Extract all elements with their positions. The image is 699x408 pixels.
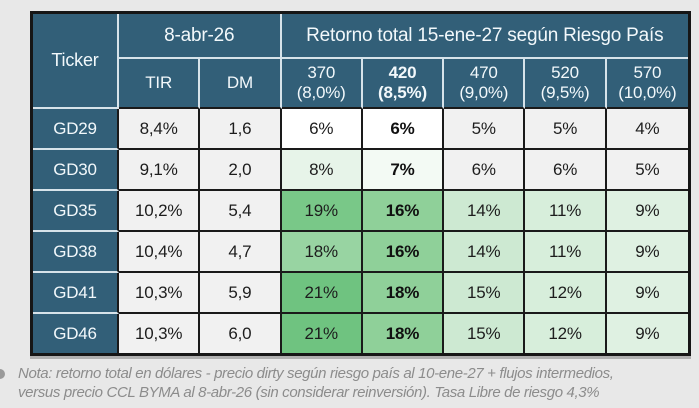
return-cell-GD46-520: 12% [525,314,607,353]
dm-cell-GD46: 6,0 [200,314,282,353]
return-cell-GD41-420: 18% [362,273,445,314]
ticker-cell-GD38: GD38 [33,232,119,273]
scenario-rate: (8,0%) [296,83,346,102]
ticker-cell-GD29: GD29 [33,109,119,150]
footnote-line-1: Nota: retorno total en dólares - precio … [18,365,614,382]
scenario-rate: (10,0%) [618,83,677,102]
table-row-GD29: GD29 8,4% 1,6 6% 6% 5% 5% 4% [33,109,688,150]
tir-cell-GD29: 8,4% [119,109,201,150]
return-cell-GD46-420: 18% [362,314,445,353]
return-cell-GD35-370: 19% [281,191,363,232]
return-cell-GD30-420: 7% [362,150,445,191]
return-cell-GD29-470: 5% [444,109,526,150]
scenario-rate: (8,5%) [378,83,427,102]
scenario-bp: 520 [551,63,579,83]
scenario-bp: 570 [633,63,662,83]
tir-cell-GD35: 10,2% [119,191,201,232]
dm-cell-GD35: 5,4 [200,191,282,232]
return-group-header: Retorno total 15-ene-27 según Riesgo Paí… [281,14,688,59]
return-cell-GD41-520: 12% [525,273,607,314]
scenario-rate: (9,0%) [459,83,509,102]
return-cell-GD29-420: 6% [362,109,445,150]
tir-cell-GD30: 9,1% [119,150,201,191]
ticker-column-header: Ticker [33,14,119,109]
return-cell-GD41-470: 15% [444,273,526,314]
ticker-cell-GD46: GD46 [33,314,119,353]
return-cell-GD29-370: 6% [281,109,363,150]
return-cell-GD35-570: 9% [606,191,688,232]
scenario-bp: 370 [307,63,336,83]
table-row-GD41: GD41 10,3% 5,9 21% 18% 15% 12% 9% [33,273,688,314]
return-cell-GD35-470: 14% [444,191,526,232]
return-cell-GD46-370: 21% [281,314,363,353]
scenario-header-420: 420 (8,5%) [362,59,445,109]
scenario-bp: 420 [388,63,417,83]
table-row-GD38: GD38 10,4% 4,7 18% 16% 14% 11% 9% [33,232,688,273]
returns-table: Ticker 8-abr-26 Retorno total 15-ene-27 … [30,11,691,356]
scenario-header-570: 570 (10,0%) [606,59,688,109]
tir-cell-GD38: 10,4% [119,232,201,273]
dm-cell-GD29: 1,6 [200,109,282,150]
tir-column-header: TIR [119,59,201,109]
return-cell-GD30-370: 8% [281,150,363,191]
return-cell-GD30-570: 5% [606,150,688,191]
ticker-cell-GD41: GD41 [33,273,119,314]
scenario-bp: 470 [469,63,498,83]
return-cell-GD38-570: 9% [606,232,688,273]
table-header: Ticker 8-abr-26 Retorno total 15-ene-27 … [33,14,688,109]
return-cell-GD38-420: 16% [362,232,445,273]
return-cell-GD46-570: 9% [606,314,688,353]
ticker-cell-GD30: GD30 [33,150,119,191]
scenario-header-520: 520 (9,5%) [525,59,607,109]
dm-column-header: DM [200,59,282,109]
table-body: GD29 8,4% 1,6 6% 6% 5% 5% 4% GD30 9,1% 2,0 8% 7% 6% 6%… [33,109,688,353]
return-cell-GD35-520: 11% [525,191,607,232]
return-cell-GD38-470: 14% [444,232,526,273]
dm-cell-GD38: 4,7 [200,232,282,273]
return-cell-GD41-570: 9% [606,273,688,314]
table-row-GD35: GD35 10,2% 5,4 19% 16% 14% 11% 9% [33,191,688,232]
scenario-header-470: 470 (9,0%) [444,59,526,109]
footnote-line-2: versus precio CCL BYMA al 8-abr-26 (sin … [18,384,600,402]
return-cell-GD35-420: 16% [362,191,445,232]
ticker-cell-GD35: GD35 [33,191,119,232]
date-group-header: 8-abr-26 [119,14,282,59]
table-row-GD30: GD30 9,1% 2,0 8% 7% 6% 6% 5% [33,150,688,191]
return-cell-GD29-520: 5% [525,109,607,150]
return-cell-GD38-370: 18% [281,232,363,273]
return-cell-GD30-520: 6% [525,150,607,191]
table-row-GD46: GD46 10,3% 6,0 21% 18% 15% 12% 9% [33,314,688,353]
tir-cell-GD46: 10,3% [119,314,201,353]
dm-cell-GD41: 5,9 [200,273,282,314]
footnote: Nota: retorno total en dólares - precio … [18,364,696,402]
scenario-rate: (9,5%) [540,83,590,102]
scenario-header-370: 370 (8,0%) [281,59,363,109]
list-bullet-icon [0,369,5,379]
return-cell-GD46-470: 15% [444,314,526,353]
tir-cell-GD41: 10,3% [119,273,201,314]
dm-cell-GD30: 2,0 [200,150,282,191]
return-cell-GD29-570: 4% [606,109,688,150]
return-cell-GD30-470: 6% [444,150,526,191]
return-cell-GD41-370: 21% [281,273,363,314]
return-cell-GD38-520: 11% [525,232,607,273]
